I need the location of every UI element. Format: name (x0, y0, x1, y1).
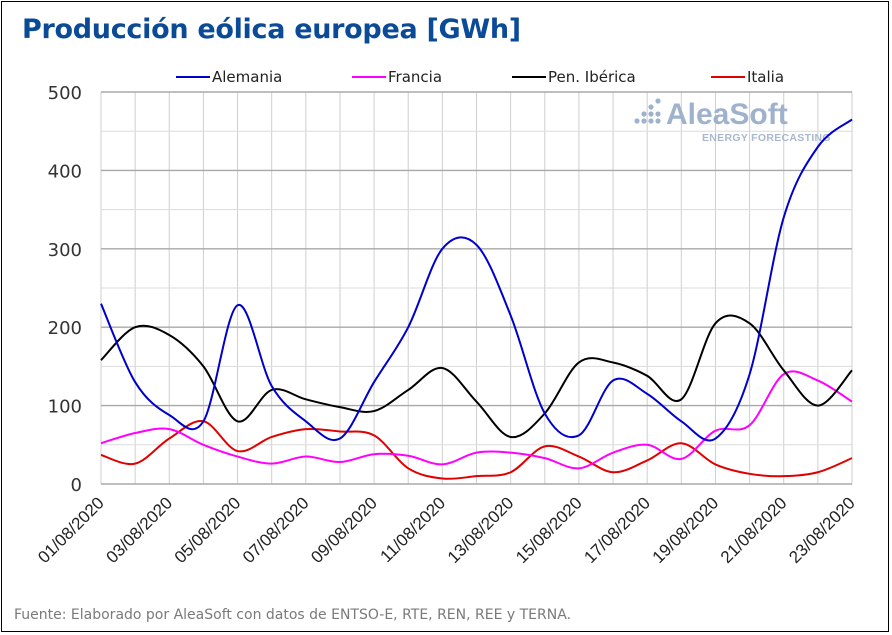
watermark-brand: AleaSoft (666, 98, 788, 131)
watermark-tagline: ENERGY FORECASTING (702, 132, 831, 144)
grid (100, 91, 853, 485)
legend-swatch-iberica (512, 76, 546, 78)
legend-item-francia: Francia (352, 68, 442, 86)
x-axis-ticks: 01/08/202003/08/202005/08/202007/08/2020… (34, 493, 859, 567)
chart-title: Producción eólica europea [GWh] (22, 14, 521, 45)
source-footnote: Fuente: Elaborado por AleaSoft con datos… (14, 607, 572, 623)
y-tick-label: 0 (71, 475, 82, 496)
legend-label-iberica: Pen. Ibérica (548, 68, 636, 86)
series-line-francia (100, 370, 853, 470)
legend-swatch-alemania (176, 76, 210, 78)
y-tick-label: 300 (48, 240, 82, 261)
series-line-alemania (100, 118, 853, 442)
legend-swatch-francia (352, 76, 386, 78)
y-tick-label: 100 (48, 397, 82, 418)
x-tick-label: 09/08/2020 (307, 493, 381, 567)
y-axis-ticks: 0 100 200 300 400 500 (48, 83, 82, 496)
x-tick-label: 19/08/2020 (649, 493, 723, 567)
x-tick-label: 05/08/2020 (171, 493, 245, 567)
y-tick-label: 200 (48, 318, 82, 339)
x-tick-label: 11/08/2020 (376, 493, 449, 566)
series-line-italia (100, 420, 853, 480)
aleasoft-watermark: AleaSoft ENERGY FORECASTING (634, 98, 831, 144)
legend-item-italia: Italia (711, 68, 784, 86)
x-tick-label: 23/08/2020 (785, 493, 859, 567)
y-tick-label: 400 (48, 161, 82, 182)
legend-label-francia: Francia (388, 68, 443, 86)
series-line-pen-iberica (100, 314, 853, 439)
y-tick-label: 500 (48, 83, 82, 104)
x-tick-label: 01/08/2020 (34, 493, 108, 567)
x-tick-label: 15/08/2020 (512, 493, 586, 567)
x-tick-label: 07/08/2020 (239, 493, 313, 567)
legend: Alemania Francia Pen. Ibérica Italia (0, 68, 892, 88)
x-tick-label: 13/08/2020 (444, 493, 518, 567)
x-tick-label: 03/08/2020 (102, 493, 176, 567)
x-tick-label: 21/08/2020 (717, 493, 791, 567)
legend-item-iberica: Pen. Ibérica (512, 68, 636, 86)
series-lines (100, 118, 853, 480)
legend-label-italia: Italia (747, 68, 785, 86)
aleasoft-logo-dots-icon (634, 98, 661, 124)
x-tick-label: 17/08/2020 (580, 493, 654, 567)
legend-swatch-italia (711, 76, 745, 78)
legend-label-alemania: Alemania (212, 68, 283, 86)
legend-item-alemania: Alemania (176, 68, 282, 86)
